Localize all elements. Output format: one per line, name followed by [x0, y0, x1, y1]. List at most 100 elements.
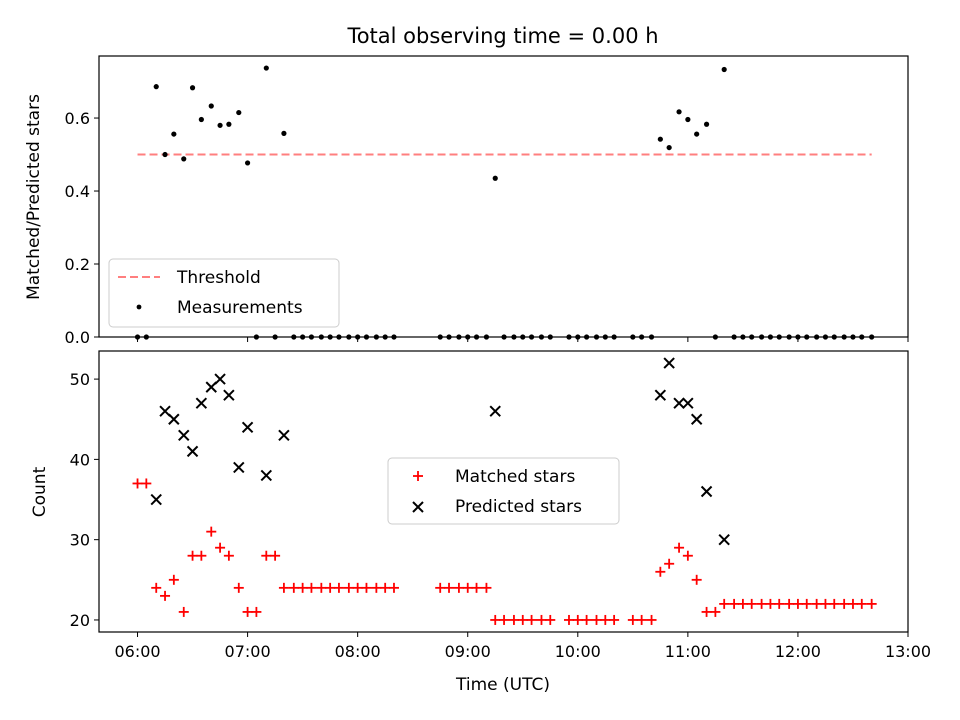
measurement-point [694, 131, 700, 137]
predicted-star-point [682, 397, 694, 409]
x-tick-label: 13:00 [885, 642, 931, 661]
measurement-point [703, 121, 710, 127]
matched-star-point [847, 598, 858, 609]
top-y-tick-label: 0.2 [65, 255, 90, 274]
legend-predicted-marker [412, 501, 424, 513]
matched-star-point [801, 598, 812, 609]
top-y-axis-label: Matched/Predicted stars [24, 94, 44, 300]
matched-star-point [453, 582, 464, 593]
matched-star-point [361, 582, 372, 593]
matched-star-point [600, 614, 611, 625]
matched-star-point [682, 550, 693, 561]
measurement-point [208, 103, 214, 109]
measurement-point [153, 84, 159, 90]
matched-star-point [196, 550, 207, 561]
matched-star-point [756, 598, 767, 609]
bottom-x-ticks: 06:00 07:00 08:00 09:00 10:00 11:00 12:00 13:00 [114, 632, 931, 661]
bottom-legend-box [387, 457, 620, 525]
matched-star-point [462, 582, 473, 593]
measurement-point [657, 136, 663, 142]
measurement-point [181, 156, 187, 162]
bottom-y-axis-label: Count [30, 466, 50, 517]
matched-star-point [811, 598, 822, 609]
predicted-star-point [278, 429, 290, 442]
matched-star-point [242, 606, 253, 617]
matched-star-point [792, 598, 803, 609]
x-tick-label: 08:00 [335, 642, 381, 661]
matched-star-point [251, 606, 262, 617]
matched-star-point [481, 582, 492, 593]
x-tick-label: 07:00 [225, 642, 271, 661]
bottom-panel: 20 30 40 50 06:00 07:00 08:00 09:00 10:00 11:00 1… [30, 350, 931, 695]
matched-star-point [737, 598, 748, 609]
matched-star-point [829, 598, 840, 609]
measurement-point [198, 116, 204, 123]
matched-star-point [774, 598, 785, 609]
matched-star-point [132, 478, 143, 489]
measurement-point [263, 65, 269, 71]
matched-star-point [701, 606, 712, 617]
matched-star-point [646, 614, 657, 625]
predicted-star-point [690, 413, 703, 425]
chart-title: Total observing time = 0.00 h [346, 24, 658, 48]
measurement-point [676, 109, 682, 115]
matched-star-point [545, 614, 556, 625]
matched-star-point [333, 582, 344, 593]
matched-star-point [343, 582, 354, 593]
x-tick-label: 06:00 [114, 642, 160, 661]
predicted-star-point [214, 373, 226, 385]
top-legend: Threshold Measurements [108, 258, 340, 328]
matched-star-point [636, 614, 647, 625]
matched-star-point [278, 582, 289, 593]
matched-star-point [839, 598, 850, 609]
matched-star-point [306, 582, 317, 593]
x-tick-label: 12:00 [775, 642, 821, 661]
x-tick-label: 10:00 [555, 642, 601, 661]
matched-star-point [444, 582, 455, 593]
measurement-point [226, 121, 232, 127]
matched-star-point [261, 550, 272, 561]
predicted-star-point [260, 469, 273, 482]
matched-star-point [471, 582, 482, 593]
matched-star-point [674, 542, 685, 553]
matched-star-point [187, 550, 198, 561]
predicted-star-point [159, 405, 171, 417]
matched-star-point [352, 582, 363, 593]
bottom-axes-frame [98, 350, 909, 633]
matched-star-point [820, 598, 831, 609]
matched-star-point [270, 550, 281, 561]
predicted-star-point [168, 413, 180, 425]
matched-star-point [536, 614, 547, 625]
legend-matched-marker [413, 471, 423, 481]
matched-star-point [729, 598, 740, 609]
matched-star-point [160, 590, 171, 601]
x-axis-label: Time (UTC) [455, 675, 550, 695]
matched-star-point [609, 614, 620, 625]
matched-star-point [664, 558, 675, 569]
predicted-star-point [223, 389, 235, 401]
top-legend-box [108, 258, 340, 328]
matched-star-point [316, 582, 327, 593]
top-y-tick-label: 0.4 [65, 182, 90, 201]
predicted-star-point [205, 381, 217, 393]
bottom-y-tick-label: 30 [70, 531, 90, 550]
matched-star-point [168, 574, 179, 585]
matched-star-point [325, 582, 336, 593]
matched-star-point [215, 542, 226, 553]
predicted-star-point [718, 533, 730, 546]
matched-star-point [526, 614, 537, 625]
legend-matched-label: Matched stars [455, 467, 575, 487]
measurement-point [281, 130, 287, 136]
predicted-star-point [700, 485, 713, 498]
matched-star-point [141, 478, 152, 489]
matched-star-point [288, 582, 299, 593]
matched-star-point [710, 606, 721, 617]
matched-star-point [499, 614, 510, 625]
measurement-point [217, 122, 223, 128]
matched-star-point [297, 582, 308, 593]
predicted-star-point [489, 405, 501, 417]
matched-star-point [719, 598, 730, 609]
top-axes-frame [98, 55, 909, 338]
predicted-star-point [654, 389, 667, 401]
matched-star-point [178, 606, 189, 617]
